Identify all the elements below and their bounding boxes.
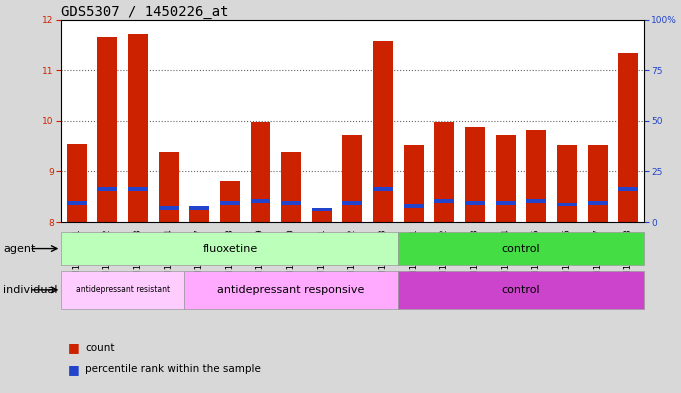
Bar [557,145,577,222]
Bar [496,135,516,222]
Bar [496,201,516,205]
Bar [618,53,638,222]
Bar [434,122,454,222]
Bar [465,201,485,205]
Bar [128,34,148,222]
Bar [557,202,577,206]
Bar [312,208,332,211]
Text: control: control [502,285,540,295]
Bar [618,187,638,191]
Bar [343,201,362,205]
Bar [97,37,117,222]
Text: ■: ■ [68,363,80,376]
Bar [184,271,398,309]
Bar [398,232,644,265]
Text: percentile rank within the sample: percentile rank within the sample [85,364,261,375]
Bar [220,180,240,222]
Bar [312,209,332,222]
Text: individual: individual [3,285,58,295]
Bar [588,145,607,222]
Bar [404,204,424,208]
Bar [128,187,148,191]
Bar [189,206,209,222]
Bar [281,201,301,205]
Bar [404,145,424,222]
Bar [159,152,178,222]
Bar [343,135,362,222]
Bar [97,187,117,191]
Text: agent: agent [3,244,36,254]
Bar [373,41,393,222]
Bar [189,206,209,209]
Bar [159,206,178,209]
Text: ■: ■ [68,341,80,354]
Bar [67,201,86,205]
Text: antidepressant resistant: antidepressant resistant [76,285,170,294]
Bar [373,187,393,191]
Text: control: control [502,244,540,253]
Bar [251,122,270,222]
Bar [588,201,607,205]
Bar [526,130,546,222]
Bar [220,201,240,205]
Bar [465,127,485,222]
Bar [281,152,301,222]
Text: GDS5307 / 1450226_at: GDS5307 / 1450226_at [61,5,229,18]
Text: antidepressant responsive: antidepressant responsive [217,285,365,295]
Bar [61,271,184,309]
Bar [67,143,86,222]
Bar [526,199,546,202]
Bar [251,199,270,202]
Text: fluoxetine: fluoxetine [202,244,257,253]
Bar [434,199,454,202]
Bar [398,271,644,309]
Text: count: count [85,343,114,353]
Bar [61,232,398,265]
